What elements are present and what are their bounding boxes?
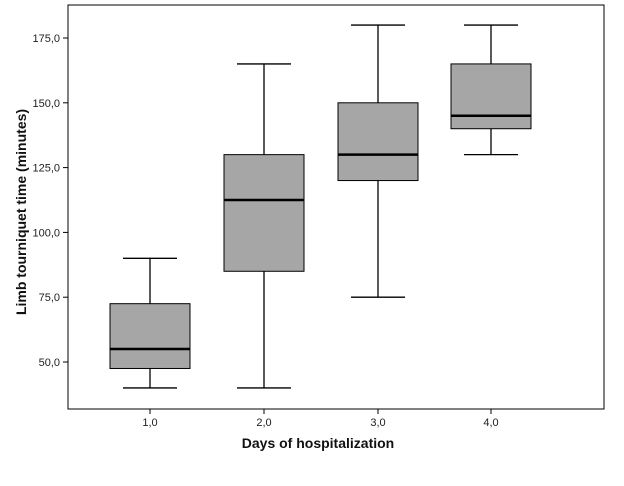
iqr-box xyxy=(223,154,305,272)
y-tick-label: 125,0 xyxy=(32,163,60,175)
y-tick-label: 175,0 xyxy=(32,33,60,45)
x-axis-ticks: 1,0 2,0 3,0 4,0 xyxy=(142,409,499,429)
x-tick-label: 4,0 xyxy=(483,417,498,429)
y-axis-ticks: 50,0 75,0 100,0 125,0 150,0 175,0 xyxy=(32,33,68,369)
iqr-box xyxy=(109,303,191,369)
box-3 xyxy=(337,24,419,298)
iqr-box xyxy=(337,102,419,182)
box-2 xyxy=(223,63,305,389)
x-tick-label: 3,0 xyxy=(370,417,385,429)
iqr-box xyxy=(450,63,532,130)
y-tick-label: 100,0 xyxy=(32,227,60,239)
y-tick-label: 75,0 xyxy=(39,292,60,304)
x-tick-label: 2,0 xyxy=(256,417,271,429)
x-tick-label: 1,0 xyxy=(142,417,157,429)
box-1 xyxy=(109,257,191,389)
y-tick-label: 150,0 xyxy=(32,98,60,110)
box-series xyxy=(109,24,532,389)
x-axis-title: Days of hospitalization xyxy=(242,435,394,451)
y-axis-title: Limb tourniquet time (minutes) xyxy=(13,109,29,315)
y-tick-label: 50,0 xyxy=(39,357,60,369)
box-4 xyxy=(450,24,532,156)
